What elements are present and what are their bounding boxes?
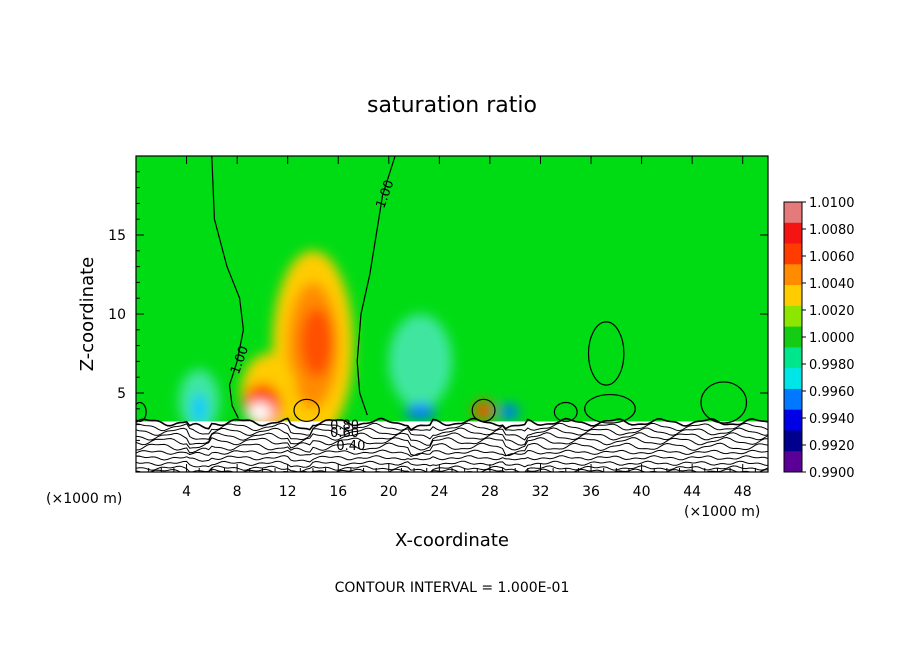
colorbar-label: 0.9940	[809, 412, 855, 427]
colorbar-swatch	[784, 347, 802, 369]
colorbar-label: 0.9920	[809, 439, 855, 454]
plot-area	[136, 156, 768, 472]
y-axis-label: Z-coordinate	[77, 257, 98, 372]
colorbar-swatch	[784, 430, 802, 452]
colorbar: 1.0100 1.0080 1.0060 1.0040 1.0020 1.0000 0.99…	[783, 196, 855, 481]
x-tick-label: 8	[233, 484, 242, 500]
field-anomaly-2	[300, 307, 334, 378]
colorbar-label: 1.0100	[809, 196, 855, 211]
x-tick-label: 16	[329, 484, 347, 500]
ground-contour-line-2	[136, 427, 768, 441]
colorbar-swatch	[784, 243, 802, 265]
colorbar-swatch	[784, 285, 802, 307]
ground-contour-line-5	[136, 442, 768, 457]
ground-contour-line-9	[136, 465, 768, 472]
contour-labels: 1.001.000.800.600.40	[228, 178, 397, 454]
y-axis-ticks: 5 10 15	[108, 171, 768, 457]
contour-label-2: 0.80	[330, 418, 359, 433]
x-tick-label: 32	[532, 484, 550, 500]
x-axis-ticks: 4 8 12 16 20 24 28 32 36 40 44 48	[148, 156, 756, 500]
field-anomaly-11	[498, 404, 519, 420]
y-tick-label: 5	[117, 386, 126, 402]
closed-contour-4	[584, 393, 636, 424]
x-tick-label: 12	[279, 484, 297, 500]
closed-contour-5	[471, 398, 496, 423]
closed-contour-1	[700, 381, 748, 424]
closed-contour-0	[587, 321, 625, 386]
x-tick-label: 4	[182, 484, 191, 500]
ground-contour-line-1	[136, 422, 768, 436]
colorbar-swatch	[784, 305, 802, 328]
x-tick-label: 44	[683, 484, 701, 500]
ground-contour-line-3	[136, 432, 768, 446]
field-anomaly-6	[473, 400, 494, 420]
colorbar-swatch	[784, 326, 802, 348]
contour-1-00-0	[211, 156, 245, 419]
colorbar-label: 0.9980	[809, 358, 855, 373]
x-tick-label: 28	[481, 484, 499, 500]
colorbar-label: 1.0060	[809, 250, 855, 265]
closed-contour-2	[293, 398, 320, 423]
field-anomaly-10	[405, 404, 436, 420]
ground-contour-line-6	[136, 449, 768, 458]
contour-lines	[136, 156, 768, 472]
y-tick-label: 10	[108, 307, 126, 323]
ground-contour-line-4	[136, 436, 768, 451]
colorbar-swatch	[784, 451, 802, 473]
colorbar-label: 1.0000	[809, 331, 855, 346]
field-anomaly-5	[247, 402, 273, 422]
field-anomaly-7	[388, 314, 452, 409]
colorbar-swatch	[784, 368, 802, 390]
colorbar-swatch	[784, 222, 802, 245]
x-tick-label: 40	[633, 484, 651, 500]
field-anomaly-9	[191, 393, 207, 425]
y-tick-label: 15	[108, 228, 126, 244]
colorbar-label: 1.0020	[809, 304, 855, 319]
colorbar-swatch	[784, 409, 802, 431]
x-tick-label: 36	[582, 484, 600, 500]
x-tick-label: 48	[734, 484, 752, 500]
field-anomalies	[178, 250, 519, 441]
x-tick-label: 24	[430, 484, 448, 500]
contour-label-3: 0.60	[330, 426, 359, 441]
ground-contour-line-7	[136, 455, 768, 463]
closed-contour-6	[136, 401, 147, 423]
x-axis-unit-right: (×1000 m)	[684, 504, 760, 520]
colorbar-label: 1.0040	[809, 277, 855, 292]
colorbar-swatch	[784, 388, 802, 411]
closed-contour-3	[553, 401, 578, 423]
x-axis-label: X-coordinate	[395, 530, 509, 551]
colorbar-swatch	[784, 264, 802, 286]
contour-label-4: 0.40	[336, 439, 365, 454]
x-tick-label: 20	[380, 484, 398, 500]
ground-contour-line-8	[136, 460, 768, 468]
chart-title: saturation ratio	[367, 93, 537, 118]
ground-contour-line-0	[136, 417, 768, 431]
colorbar-swatch	[784, 202, 802, 224]
colorbar-label: 0.9900	[809, 466, 855, 481]
colorbar-label: 0.9960	[809, 385, 855, 400]
x-axis-unit-left: (×1000 m)	[46, 491, 122, 507]
colorbar-label: 1.0080	[809, 223, 855, 238]
contour-interval-label: CONTOUR INTERVAL = 1.000E-01	[335, 580, 570, 596]
contour-1-00-1	[356, 156, 396, 416]
